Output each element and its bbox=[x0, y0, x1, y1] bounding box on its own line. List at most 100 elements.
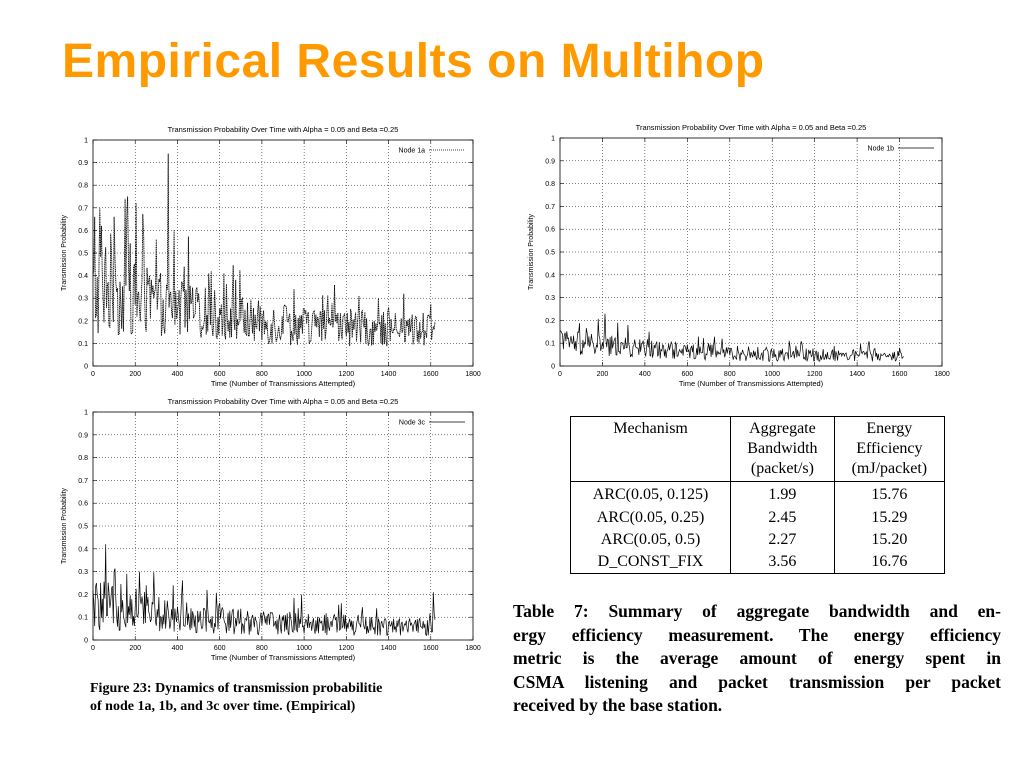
y-tick-label: 0 bbox=[84, 364, 88, 371]
table-header-energy: Energy Efficiency (mJ/packet) bbox=[833, 416, 946, 482]
x-tick-label: 1400 bbox=[849, 371, 865, 378]
x-axis-label: Time (Number of Transmissions Attempted) bbox=[679, 379, 824, 388]
x-tick-label: 800 bbox=[256, 371, 268, 378]
table-cell-mechanism: ARC(0.05, 0.5) bbox=[569, 528, 732, 551]
x-tick-label: 800 bbox=[256, 645, 268, 652]
chart-node-1a-svg: Transmission Probability Over Time with … bbox=[61, 125, 481, 388]
table-header-line: Bandwidth bbox=[747, 440, 818, 457]
y-axis-label: Transmission Probability bbox=[61, 215, 68, 291]
y-tick-label: 0.3 bbox=[78, 296, 88, 303]
y-axis-label: Transmission Probability bbox=[528, 214, 535, 290]
y-tick-label: 0.8 bbox=[78, 455, 88, 462]
x-tick-label: 200 bbox=[129, 645, 141, 652]
y-tick-label: 0.1 bbox=[78, 615, 88, 622]
y-tick-label: 0.7 bbox=[78, 478, 88, 485]
y-axis-label: Transmission Probability bbox=[61, 488, 68, 564]
chart-node-1b-svg: Transmission Probability Over Time with … bbox=[528, 123, 950, 388]
y-tick-label: 0.9 bbox=[545, 158, 555, 165]
table-row: ARC(0.05, 0.125) 1.99 15.76 bbox=[569, 481, 946, 507]
x-tick-label: 1000 bbox=[296, 645, 312, 652]
legend-label: Node 3c bbox=[399, 420, 426, 427]
y-tick-label: 0.7 bbox=[78, 205, 88, 212]
figure-caption: Figure 23: Dynamics of transmission prob… bbox=[90, 680, 502, 716]
table-caption: Table 7: Summary of aggregate bandwidth … bbox=[513, 600, 1001, 718]
x-tick-label: 400 bbox=[639, 371, 651, 378]
y-tick-label: 0.2 bbox=[78, 592, 88, 599]
table-cell-energy: 15.29 bbox=[833, 506, 946, 529]
x-tick-label: 800 bbox=[724, 371, 736, 378]
y-tick-label: 0.9 bbox=[78, 432, 88, 439]
table-header-line: Mechanism bbox=[613, 420, 688, 437]
y-tick-label: 0.2 bbox=[545, 318, 555, 325]
results-table: Mechanism Aggregate Bandwidth (packet/s)… bbox=[569, 416, 946, 574]
legend-label: Node 1b bbox=[868, 146, 895, 153]
x-axis-label: Time (Number of Transmissions Attempted) bbox=[211, 379, 356, 388]
table-header-line: (packet/s) bbox=[750, 460, 814, 477]
y-tick-label: 0.3 bbox=[78, 569, 88, 576]
table-cell-energy: 16.76 bbox=[833, 550, 946, 574]
chart-title: Transmission Probability Over Time with … bbox=[168, 397, 399, 406]
x-tick-label: 1600 bbox=[892, 371, 908, 378]
table-caption-line: Table 7: Summary of aggregate bandwidth … bbox=[513, 601, 1001, 621]
table-cell-bandwidth: 3.56 bbox=[730, 550, 835, 574]
chart-node-1b: Transmission Probability Over Time with … bbox=[522, 118, 962, 393]
y-tick-label: 1 bbox=[551, 136, 555, 143]
x-tick-label: 600 bbox=[681, 371, 693, 378]
series-line-node-1a bbox=[92, 153, 436, 347]
table-header-line: Efficiency bbox=[856, 440, 923, 457]
table-cell-energy: 15.20 bbox=[833, 528, 946, 551]
x-tick-label: 600 bbox=[214, 371, 226, 378]
table-header-mechanism: Mechanism bbox=[569, 416, 732, 482]
x-tick-label: 0 bbox=[91, 645, 95, 652]
chart-title: Transmission Probability Over Time with … bbox=[168, 125, 399, 134]
x-tick-label: 200 bbox=[129, 371, 141, 378]
table-caption-line: ergy efficiency measurement. The energy … bbox=[513, 624, 1001, 645]
x-tick-label: 1200 bbox=[339, 371, 355, 378]
y-tick-label: 1 bbox=[84, 410, 88, 417]
table-cell-bandwidth: 2.45 bbox=[730, 506, 835, 529]
y-tick-label: 0.6 bbox=[78, 228, 88, 235]
y-tick-label: 0.5 bbox=[545, 250, 555, 257]
x-tick-label: 1400 bbox=[381, 645, 397, 652]
table-header-row: Mechanism Aggregate Bandwidth (packet/s)… bbox=[569, 416, 946, 482]
x-tick-label: 400 bbox=[172, 371, 184, 378]
table-header-line: (mJ/packet) bbox=[851, 460, 928, 477]
y-tick-label: 0.2 bbox=[78, 318, 88, 325]
table-caption-line: CSMA listening and packet transmission p… bbox=[513, 671, 1001, 692]
plot-frame bbox=[92, 411, 474, 641]
x-tick-label: 200 bbox=[597, 371, 609, 378]
x-axis-label: Time (Number of Transmissions Attempted) bbox=[211, 653, 356, 662]
x-tick-label: 1600 bbox=[423, 645, 439, 652]
x-tick-label: 1600 bbox=[423, 371, 439, 378]
plot-frame bbox=[92, 139, 474, 367]
figure-caption-line: Figure 23: Dynamics of transmission prob… bbox=[90, 681, 383, 696]
x-tick-label: 0 bbox=[558, 371, 562, 378]
y-tick-label: 0.4 bbox=[78, 546, 88, 553]
slide-title: Empirical Results on Multihop bbox=[62, 35, 765, 88]
legend-label: Node 1a bbox=[399, 148, 426, 155]
y-tick-label: 0.5 bbox=[78, 251, 88, 258]
y-tick-label: 0.3 bbox=[545, 295, 555, 302]
x-tick-label: 1000 bbox=[296, 371, 312, 378]
x-tick-label: 1800 bbox=[934, 371, 950, 378]
table-cell-mechanism: D_CONST_FIX bbox=[569, 550, 732, 574]
x-tick-label: 0 bbox=[91, 371, 95, 378]
table-row: ARC(0.05, 0.5) 2.27 15.20 bbox=[569, 528, 946, 551]
table-header-line: Aggregate bbox=[749, 420, 816, 437]
y-tick-label: 0 bbox=[551, 364, 555, 371]
y-tick-label: 0.1 bbox=[78, 341, 88, 348]
figure-caption-line: of node 1a, 1b, and 3c over time. (Empir… bbox=[90, 699, 356, 714]
table-row: D_CONST_FIX 3.56 16.76 bbox=[569, 550, 946, 574]
table-cell-energy: 15.76 bbox=[833, 481, 946, 507]
chart-node-1a: Transmission Probability Over Time with … bbox=[55, 118, 495, 393]
chart-node-3c: Transmission Probability Over Time with … bbox=[55, 392, 495, 667]
y-tick-label: 0.4 bbox=[545, 272, 555, 279]
chart-node-3c-svg: Transmission Probability Over Time with … bbox=[61, 397, 481, 662]
x-tick-label: 1000 bbox=[764, 371, 780, 378]
y-tick-label: 0.6 bbox=[545, 227, 555, 234]
table-header-bandwidth: Aggregate Bandwidth (packet/s) bbox=[730, 416, 835, 482]
table-row: ARC(0.05, 0.25) 2.45 15.29 bbox=[569, 506, 946, 529]
table-cell-bandwidth: 2.27 bbox=[730, 528, 835, 551]
table-cell-bandwidth: 1.99 bbox=[730, 481, 835, 507]
series-line-node-3c bbox=[92, 544, 436, 637]
